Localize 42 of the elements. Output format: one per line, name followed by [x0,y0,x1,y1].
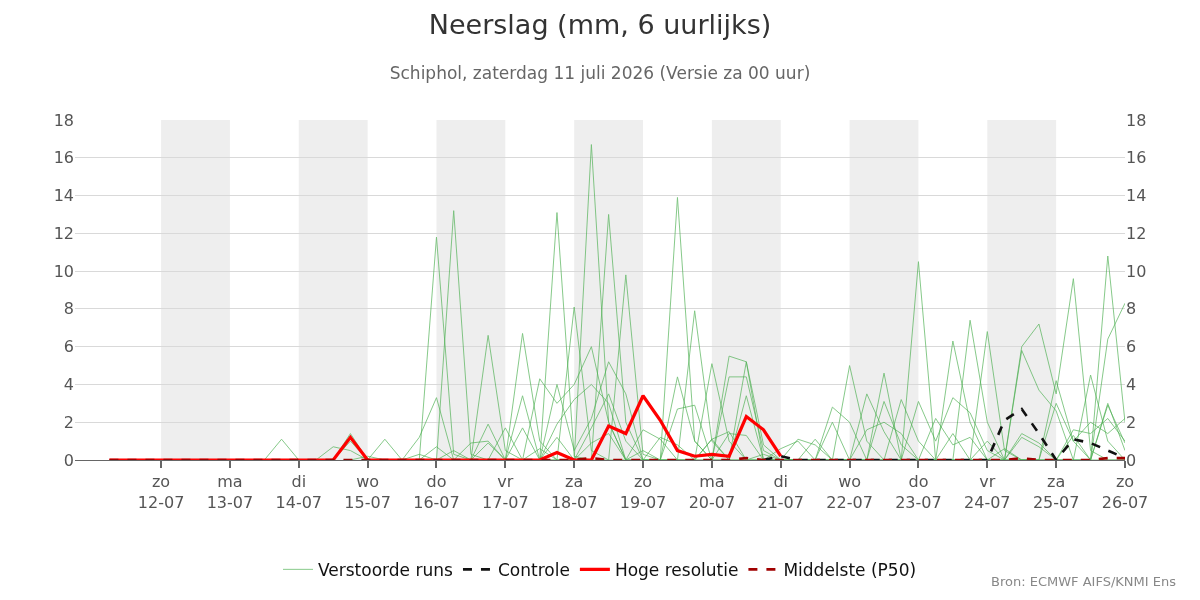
chart-subtitle: Schiphol, zaterdag 11 juli 2026 (Versie za 00 uur) [389,63,811,83]
y2-tick-label: 8 [1126,299,1137,319]
y2-tick-label: 2 [1126,412,1137,432]
y-tick-label: 8 [63,299,74,319]
y2-tick-label: 12 [1126,223,1147,243]
y-tick-label: 4 [63,375,74,395]
y-tick-label: 6 [63,337,74,357]
x-tick-label: ma 13-07 [206,472,254,512]
y-tick-label: 2 [63,412,74,432]
y-tick-label: 12 [53,223,74,243]
x-tick-label: wo 22-07 [826,472,873,512]
x-tick-label: zo 26-07 [1101,472,1149,512]
y-tick-label: 14 [53,186,74,206]
x-tick-label: vr 24-07 [964,472,1011,512]
y2-tick-label: 6 [1126,337,1137,357]
y-tick-label: 18 [53,110,74,130]
legend-label: Verstoorde runs [318,559,453,580]
x-tick-label: zo 19-07 [619,472,667,512]
x-tick-label: zo 12-07 [137,472,185,512]
y2-tick-label: 16 [1126,148,1147,168]
y2-tick-label: 18 [1126,110,1147,130]
y2-tick-label: 4 [1126,375,1137,395]
y-tick-label: 16 [53,148,74,168]
x-tick-label: do 23-07 [895,472,942,512]
x-tick-label: di 21-07 [757,472,804,512]
legend-label: Hoge resolutie [614,559,739,580]
x-tick-label: za 25-07 [1032,472,1080,512]
y-tick-label: 10 [53,261,74,281]
legend-label: Controle [497,559,570,580]
y2-tick-label: 0 [1126,450,1137,470]
x-tick-label: di 14-07 [275,472,323,512]
y2-tick-label: 14 [1126,186,1147,206]
x-tick-label: vr 17-07 [482,472,529,512]
legend-label: Middelste (P50) [783,559,917,580]
x-tick-label: wo 15-07 [344,472,391,512]
x-tick-label: ma 20-07 [688,472,736,512]
chart-title: Neerslag (mm, 6 uurlijks) [428,8,772,40]
x-tick-label: za 18-07 [550,472,598,512]
y2-tick-label: 10 [1126,261,1147,281]
y-tick-label: 0 [63,450,74,470]
x-tick-label: do 16-07 [413,472,460,512]
text: Bron: ECMWF AIFS/KNMI Ens [991,574,1177,589]
